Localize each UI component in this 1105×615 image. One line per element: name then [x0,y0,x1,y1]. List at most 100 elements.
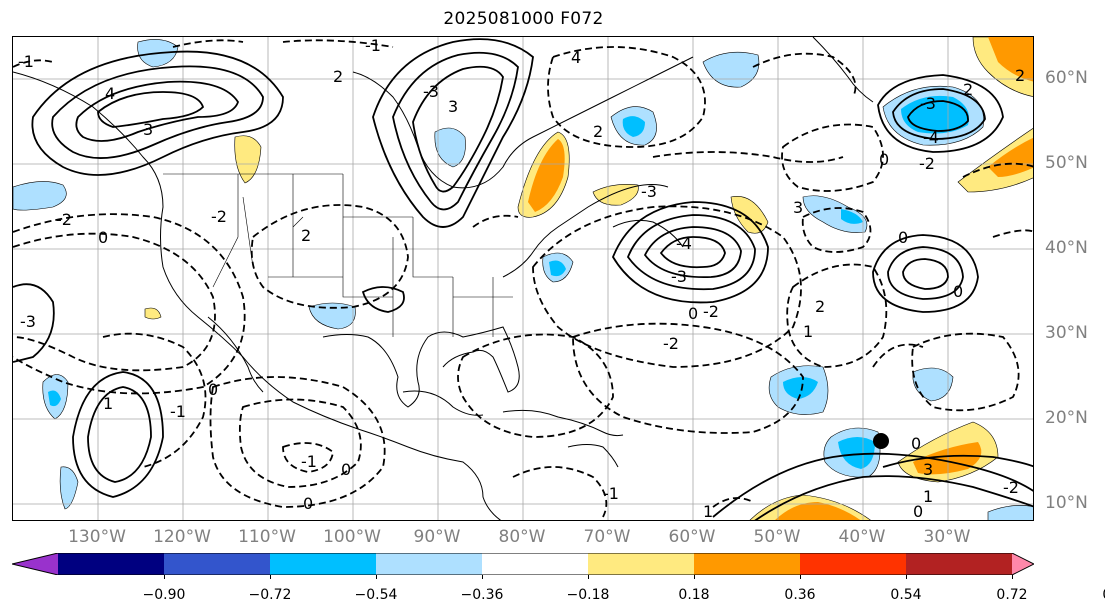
contour-label: -3 [671,267,687,286]
contour-label: -1 [170,402,186,421]
contour-label: 2 [1015,66,1025,85]
lon-label: 100°W [323,527,381,547]
shade-orange [988,37,1033,82]
colorbar-tick-label: 0.18 [678,587,710,603]
lon-label: 70°W [583,527,631,547]
contour-label: 4 [571,48,581,67]
contour-label: -1 [301,452,317,471]
map-canvas: 4 3 -2 0 -1 -3 1 -1 0 2 -1 2 -3 3 4 2 -3… [13,37,1033,521]
colorbar [12,553,1034,575]
colorbar-cell [164,553,271,575]
colorbar-tick-mark [270,575,271,579]
shade-blue [838,437,875,469]
lat-label: 60°N [1045,68,1088,88]
lon-label: 90°W [413,527,461,547]
contour-label: 2 [963,80,973,99]
colorbar-tick-mark [800,575,801,579]
colorbar-tick-label: 0.90 [1102,587,1105,603]
shade-orange [913,442,982,475]
lon-label: 80°W [498,527,546,547]
colorbar-cell [58,553,165,575]
lat-label: 10°N [1045,493,1088,513]
colorbar-extend-low [12,553,58,575]
lat-label: 20°N [1045,408,1088,428]
shade-light-blue [702,51,760,88]
shade-yellow [234,135,262,184]
lon-label: 130°W [68,527,126,547]
contour-label: -1 [365,37,381,55]
contour-label: 0 [303,494,313,513]
lat-label: 40°N [1045,238,1088,258]
colorbar-tick-label: −0.72 [248,587,292,603]
shade-light-blue [912,367,954,402]
contour-label: -2 [211,207,227,226]
contour-label: -1 [603,484,619,503]
shade-blue [901,95,969,134]
lon-label: 120°W [153,527,211,547]
negative-contours [13,39,1033,518]
contour-label: -2 [919,154,935,173]
contour-label: 2 [593,122,603,141]
contour-label: -3 [20,312,36,331]
colorbar-extend-high [1012,553,1034,575]
contour-label: 1 [923,487,933,506]
shade-yellow [957,127,1033,193]
contour-label: 0 [341,460,351,479]
gridlines [13,37,1033,520]
colorbar-tick-label: 0.54 [890,587,922,603]
contour-label: -2 [663,334,679,353]
shade-yellow [592,184,639,206]
shade-yellow [144,307,162,320]
lon-label: 40°W [838,527,886,547]
contour-label: 1 [703,502,713,521]
contour-label: -4 [676,234,692,253]
colorbar-tick-label: 0.72 [996,587,1028,603]
shade-light-blue [59,466,79,510]
colorbar-cell [800,553,907,575]
contour-label: 0 [98,228,108,247]
contour-label: 0 [953,282,963,301]
lon-label: 50°W [753,527,801,547]
colorbar-cell [906,553,1013,575]
storm-center-marker [873,433,889,449]
colorbar-tick-label: −0.90 [142,587,186,603]
shade-orange [528,139,565,212]
contour-label: 2 [301,226,311,245]
contour-label: -3 [920,94,936,113]
contour-label: -1 [18,52,34,71]
contour-label: 3 [923,460,933,479]
shade-blue [841,209,863,224]
contour-label: -2 [1003,478,1019,497]
shade-blue [48,390,61,407]
shade-orange [988,137,1033,177]
colorbar-tick-mark [1012,575,1013,579]
shade-light-blue [802,195,868,233]
shade-light-blue [13,181,67,211]
contour-label: 3 [793,198,803,217]
map-frame: 4 3 -2 0 -1 -3 1 -1 0 2 -1 2 -3 3 4 2 -3… [12,36,1034,521]
shade-light-blue [434,127,466,168]
positive-contours [13,38,1033,520]
coastlines [13,37,874,520]
colorbar-tick-mark [376,575,377,579]
contour-label: 0 [898,228,908,247]
contour-label: 3 [143,120,153,139]
colorbar-tick-mark [482,575,483,579]
colorbar-tick-label: 0.36 [784,587,816,603]
colorbar-tick-mark [906,575,907,579]
shade-blue [549,260,566,277]
contour-label: 1 [103,394,113,413]
colorbar-tick-label: −0.54 [354,587,398,603]
contour-label: -2 [56,210,72,229]
colorbar-cell [694,553,801,575]
colorbar-cell [376,553,483,575]
colorbar-tick-mark [164,575,165,579]
colorbar-tick-label: −0.18 [566,587,610,603]
colorbar-tick-mark [588,575,589,579]
colorbar-cell [270,553,377,575]
contour-label: 1 [803,322,813,341]
contour-label: 0 [208,380,218,399]
shade-light-blue [308,302,356,330]
lon-label: 60°W [668,527,716,547]
contour-label: -4 [923,128,939,147]
